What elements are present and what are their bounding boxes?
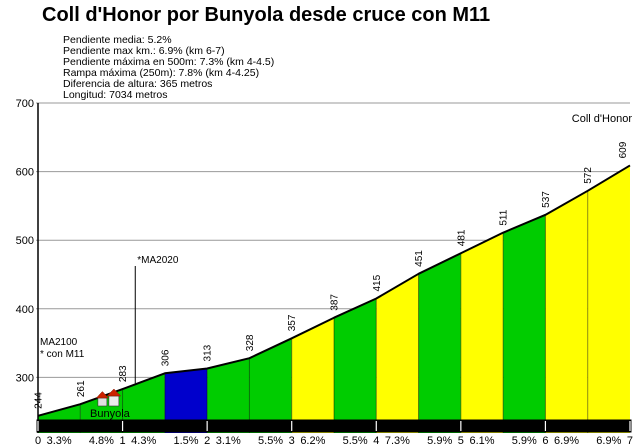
y-axis-label: 400 <box>16 304 34 316</box>
climb-stats: Pendiente media: 5.2% Pendiente max km.:… <box>63 35 274 101</box>
grade-label: 6.1% <box>469 435 494 447</box>
grade-label: 6.9% <box>554 435 579 447</box>
road-label-ma2020: *MA2020 <box>137 255 179 266</box>
y-axis-label: 300 <box>16 372 34 384</box>
x-axis-label: 6 <box>542 435 548 447</box>
grade-label: 6.9% <box>596 435 621 447</box>
segment-fill <box>122 373 165 433</box>
x-axis-label: 2 <box>204 435 210 447</box>
town-label: Bunyola <box>90 408 131 420</box>
elevation-label: 451 <box>414 250 425 267</box>
y-axis-label: 700 <box>16 98 34 110</box>
segment-fill <box>376 273 419 433</box>
stat-line: Pendiente máxima en 500m: 7.3% (km 4-4.5… <box>63 56 275 68</box>
elevation-label: 328 <box>245 334 256 351</box>
segment-fill <box>587 165 630 433</box>
grade-label: 4.8% <box>89 435 114 447</box>
elevation-label: 537 <box>541 191 552 208</box>
segment-fill <box>460 232 504 433</box>
x-axis-label: 4 <box>373 435 379 447</box>
grade-label: 4.3% <box>131 435 156 447</box>
segment-fill <box>545 190 588 433</box>
segment-fill <box>249 338 292 433</box>
elevation-label: 572 <box>583 167 594 184</box>
grade-label: 7.3% <box>385 435 410 447</box>
grade-label: 3.1% <box>216 435 241 447</box>
stat-line: Longitud: 7034 metros <box>63 89 168 101</box>
x-axis-label: 1 <box>120 435 126 447</box>
grade-label: 6.2% <box>300 435 325 447</box>
grade-label: 5.9% <box>427 435 452 447</box>
stat-line: Pendiente media: 5.2% <box>63 34 172 46</box>
elevation-label: 415 <box>372 274 383 291</box>
x-axis-label: 5 <box>458 435 464 447</box>
elevation-label: 481 <box>456 229 467 246</box>
x-axis-label: 3 <box>289 435 295 447</box>
page-title: Coll d'Honor por Bunyola desde cruce con… <box>42 4 491 26</box>
grade-label: 1.5% <box>173 435 198 447</box>
elevation-label: 511 <box>499 209 510 225</box>
grade-label: 5.5% <box>343 435 368 447</box>
profile-line <box>37 164 631 417</box>
x-axis-bar <box>36 419 632 433</box>
segment-fill <box>164 368 208 433</box>
segment-fill <box>333 298 377 433</box>
elevation-label: 306 <box>160 349 171 366</box>
y-axis-label: 600 <box>16 167 34 179</box>
elevation-label: 387 <box>329 294 340 311</box>
village-houses-icon <box>95 388 122 407</box>
elevation-label: 244 <box>34 392 45 409</box>
elevation-label: 313 <box>203 344 214 361</box>
grade-label: 5.9% <box>512 435 537 447</box>
elevation-label: 261 <box>76 380 87 397</box>
summit-label: Coll d'Honor <box>572 113 633 125</box>
segment-fill <box>291 317 334 433</box>
elevation-label: 283 <box>118 365 129 382</box>
elevation-label: 609 <box>618 141 629 158</box>
x-axis-label: 7 <box>627 435 633 447</box>
stat-line: Pendiente max km.: 6.9% (km 6-7) <box>63 45 225 57</box>
segment-fill <box>418 253 461 433</box>
x-axis-label: 0 <box>35 435 41 447</box>
segment-fill <box>503 214 546 433</box>
elevation-label: 357 <box>287 314 298 331</box>
stat-line: Rampa máxima (250m): 7.8% (km 4-4.25) <box>63 67 260 79</box>
grade-label: 3.3% <box>47 435 72 447</box>
grade-label: 5.5% <box>258 435 283 447</box>
y-axis-label: 500 <box>16 235 34 247</box>
stat-line: Diferencia de altura: 365 metros <box>63 78 213 90</box>
road-label-con-m11: * con M11 <box>40 349 85 360</box>
road-label-ma2100: MA2100 <box>40 337 78 348</box>
segment-fill <box>207 358 250 433</box>
